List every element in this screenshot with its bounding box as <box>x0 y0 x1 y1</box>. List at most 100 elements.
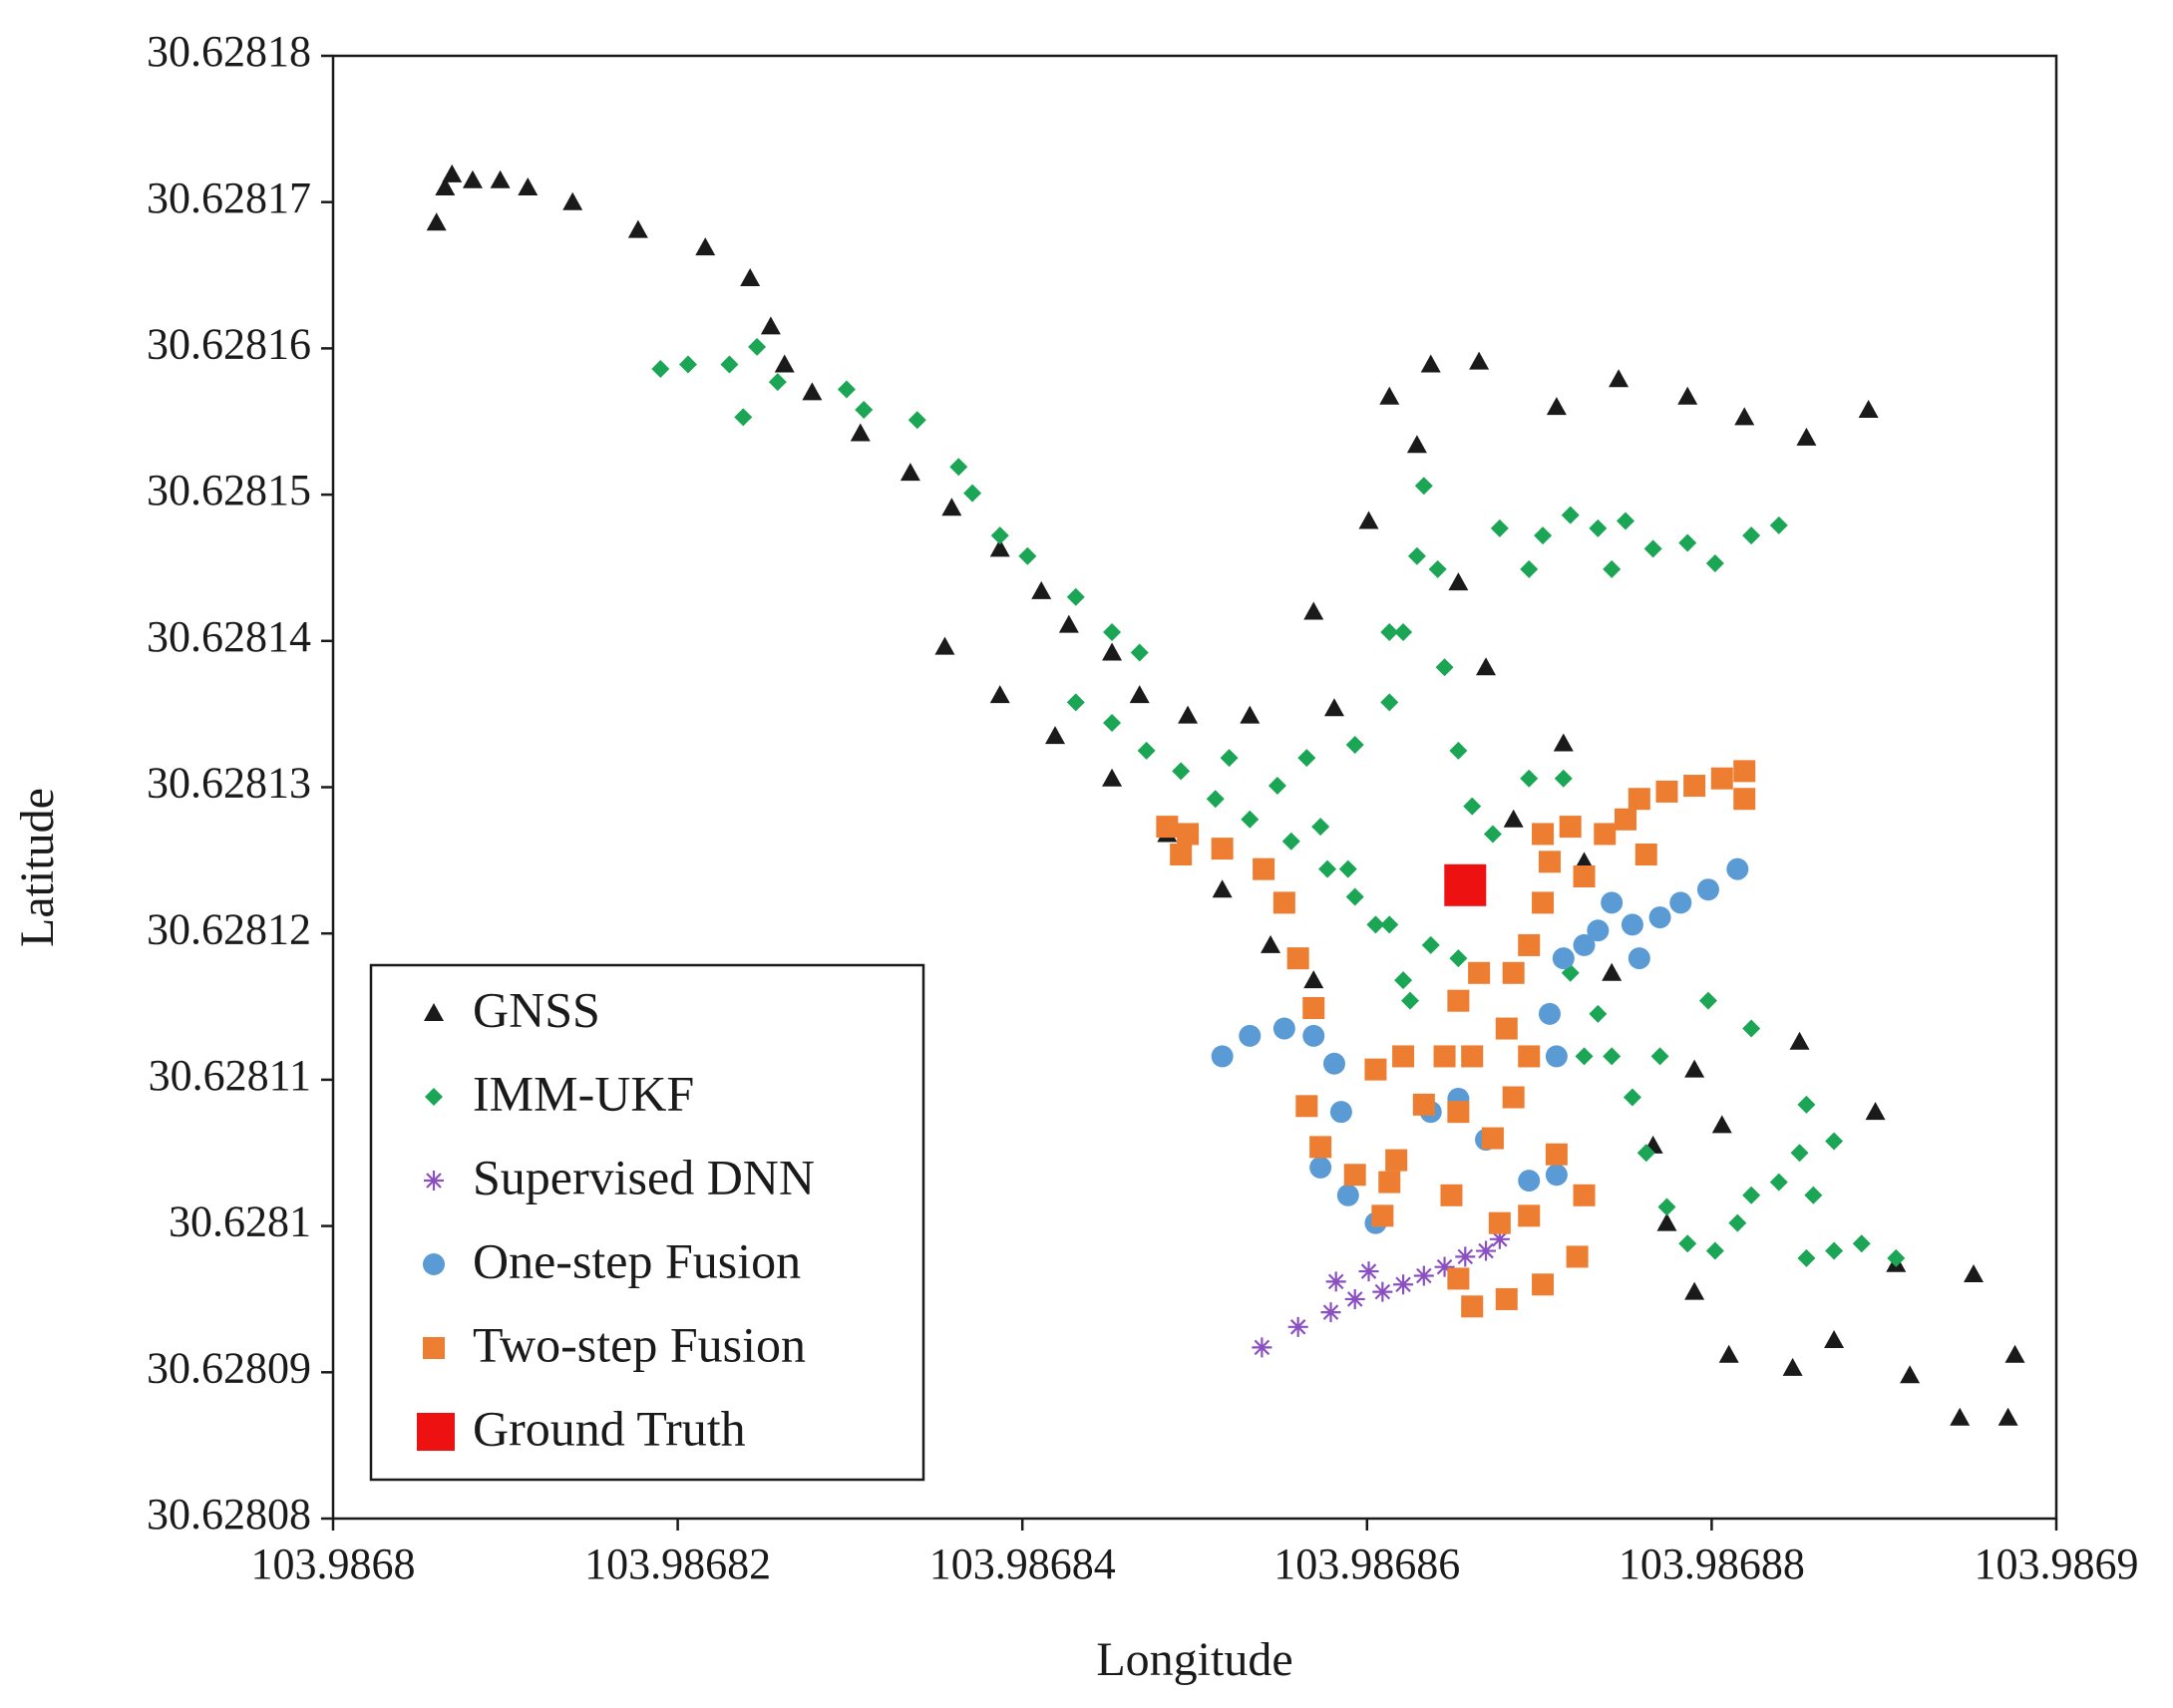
marker-circle <box>1621 913 1643 936</box>
marker-square <box>1532 891 1555 914</box>
marker-diamond <box>1678 533 1697 552</box>
marker-diamond <box>1414 477 1433 496</box>
marker-triangle <box>802 382 823 401</box>
marker-triangle <box>1711 1115 1732 1134</box>
legend-label: IMM-UKF <box>473 1065 694 1121</box>
marker-circle <box>1628 947 1650 970</box>
axes: 103.9868 103.98682 103.98684 103.98686 103.9… <box>147 27 2139 1588</box>
marker-asterisk <box>1287 1316 1308 1337</box>
marker-diamond <box>1066 587 1085 606</box>
marker-asterisk <box>1252 1337 1272 1358</box>
marker-diamond <box>1345 735 1364 754</box>
marker-diamond <box>1554 769 1573 788</box>
x-tick-label: 103.9868 <box>251 1539 416 1588</box>
legend-marker <box>423 1253 445 1275</box>
marker-asterisk <box>1413 1265 1434 1286</box>
marker-diamond <box>1589 518 1608 537</box>
marker-diamond <box>1428 559 1447 578</box>
marker-asterisk <box>1372 1281 1393 1302</box>
marker-diamond <box>768 373 787 392</box>
marker-square <box>1495 1017 1518 1040</box>
marker-square <box>1447 1101 1470 1124</box>
marker-diamond <box>1318 859 1337 878</box>
marker-triangle <box>1045 726 1066 745</box>
marker-diamond <box>1401 991 1419 1010</box>
marker-asterisk <box>1434 1256 1455 1277</box>
marker-circle <box>1573 933 1596 956</box>
marker-triangle <box>1782 1357 1803 1376</box>
marker-circle <box>1587 919 1610 942</box>
marker-square <box>1518 933 1541 956</box>
marker-square <box>1518 1204 1541 1227</box>
y-tick-label: 30.62816 <box>147 319 311 368</box>
marker-square <box>1272 891 1295 914</box>
marker-diamond <box>1825 1241 1844 1260</box>
marker-diamond <box>1483 825 1502 844</box>
marker-triangle <box>435 177 456 196</box>
y-tick-label: 30.62814 <box>147 612 311 661</box>
marker-asterisk <box>1358 1261 1379 1282</box>
marker-diamond <box>837 380 856 399</box>
marker-diamond <box>1281 832 1300 851</box>
marker-triangle <box>850 423 871 442</box>
marker-diamond <box>1103 622 1122 641</box>
legend-marker <box>424 1003 444 1021</box>
marker-diamond <box>1705 1241 1724 1260</box>
marker-diamond <box>855 401 874 420</box>
marker-diamond <box>1603 1047 1622 1066</box>
legend-box <box>369 963 925 1482</box>
marker-circle <box>1601 891 1624 914</box>
legend-label: Ground Truth <box>473 1400 746 1456</box>
marker-circle <box>1309 1156 1332 1179</box>
marker-diamond <box>990 526 1009 545</box>
marker-diamond <box>1797 1248 1816 1267</box>
marker-diamond <box>1066 693 1085 712</box>
marker-triangle <box>1574 852 1595 870</box>
marker-diamond <box>1268 777 1286 796</box>
marker-diamond <box>1790 1144 1809 1163</box>
marker-square <box>1412 1093 1435 1116</box>
marker-square <box>1628 788 1650 811</box>
marker-triangle <box>2004 1344 2025 1363</box>
marker-triangle <box>1684 1281 1705 1300</box>
marker-triangle <box>426 212 447 231</box>
marker-diamond <box>1241 810 1260 829</box>
marker-triangle <box>1602 962 1623 981</box>
x-tick-label: 103.98682 <box>584 1539 771 1588</box>
marker-triangle <box>1406 435 1427 454</box>
marker-circle <box>1545 1164 1568 1187</box>
marker-square <box>1538 851 1561 873</box>
marker-triangle <box>1261 934 1281 953</box>
marker-triangle <box>1102 768 1123 787</box>
marker-diamond <box>1742 1186 1761 1204</box>
marker-asterisk <box>1325 1271 1346 1292</box>
marker-circle <box>1518 1170 1541 1193</box>
marker-square <box>1634 843 1657 865</box>
marker-diamond <box>1852 1234 1871 1253</box>
marker-diamond <box>1463 797 1482 816</box>
y-axis-label: Latitude <box>11 788 64 947</box>
marker-triangle <box>1865 1102 1886 1121</box>
marker-square <box>1309 1136 1332 1159</box>
marker-diamond <box>1650 1047 1669 1066</box>
marker-diamond <box>1338 859 1357 878</box>
marker-circle <box>1211 1045 1234 1068</box>
marker-diamond <box>1742 526 1761 545</box>
marker-triangle <box>1476 657 1497 676</box>
x-tick-label: 103.98686 <box>1273 1539 1460 1588</box>
marker-square <box>1440 1184 1463 1206</box>
marker-triangle <box>1303 970 1324 989</box>
marker-triangle <box>1546 397 1567 416</box>
y-tick-label: 30.62808 <box>147 1490 311 1538</box>
y-tick-label: 30.62811 <box>149 1051 311 1100</box>
marker-diamond <box>1887 1248 1906 1267</box>
x-tick-label: 103.98684 <box>929 1539 1116 1588</box>
marker-triangle <box>1212 879 1233 898</box>
marker-circle <box>1545 1045 1568 1068</box>
legend-marker <box>423 1337 445 1359</box>
marker-diamond <box>748 337 767 356</box>
legend-marker <box>417 1413 455 1451</box>
marker-diamond <box>1394 971 1413 990</box>
marker-diamond <box>1435 658 1454 677</box>
